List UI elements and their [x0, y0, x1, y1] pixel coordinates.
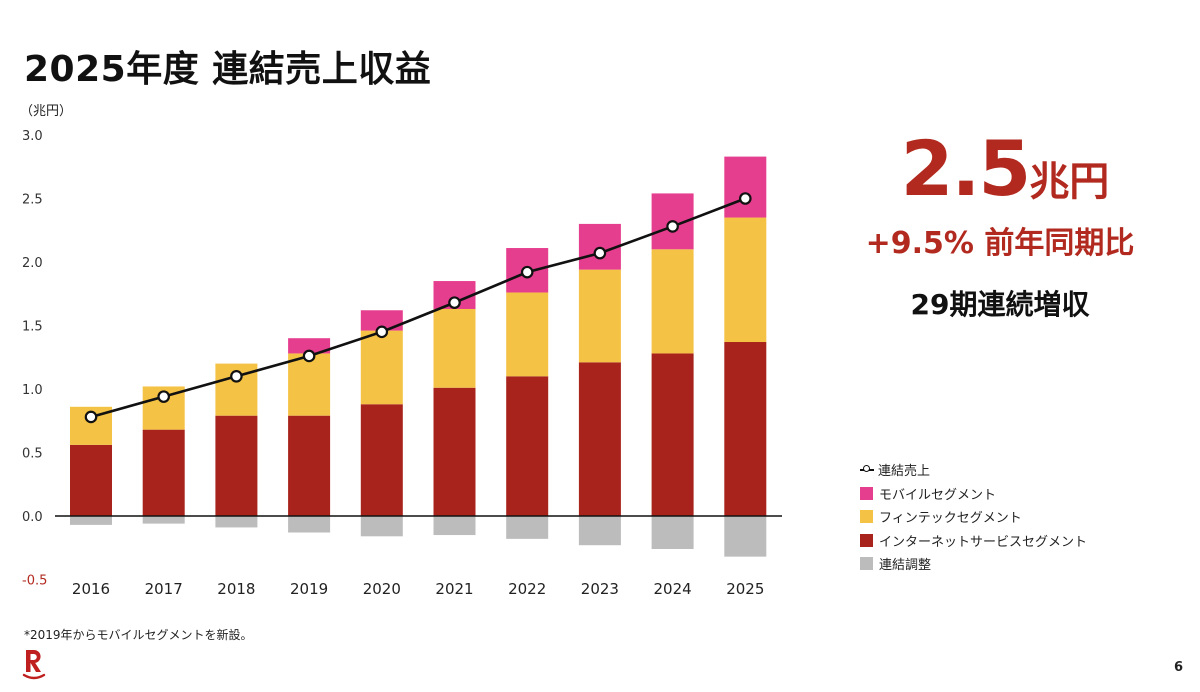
x-tick-label: 2016	[72, 580, 110, 598]
internet-swatch-icon	[860, 533, 873, 547]
kpi-streak: 29期連続増収	[910, 288, 1090, 321]
x-tick-label: 2019	[290, 580, 328, 598]
bar-internet	[288, 415, 331, 516]
x-tick-label: 2021	[435, 580, 473, 598]
y-tick-label: 3.0	[22, 129, 43, 144]
fintech-swatch-icon	[860, 510, 873, 524]
bar-internet	[724, 342, 767, 516]
bar-adjust	[70, 516, 112, 525]
x-tick-label: 2020	[363, 580, 401, 598]
x-tick-label: 2024	[654, 580, 692, 598]
revenue-point	[593, 246, 607, 260]
legend-item-fintech: フィンテックセグメント	[860, 505, 1087, 529]
rakuten-logo-icon	[22, 649, 46, 680]
bar-fintech	[433, 308, 476, 388]
footnote: *2019年からモバイルセグメントを新設。	[24, 628, 253, 642]
chart-legend: 連結売上 モバイルセグメント フィンテックセグメント インターネットサービスセグ…	[860, 458, 1087, 576]
y-tick-label: 2.0	[22, 256, 43, 271]
bar-adjust	[288, 516, 331, 533]
x-tick-label: 2017	[145, 580, 183, 598]
y-tick-label: 1.5	[22, 320, 43, 335]
bar-adjust	[651, 516, 694, 550]
page-title: 2025年度 連結売上収益	[24, 49, 432, 90]
y-tick-label: -0.5	[22, 574, 47, 589]
legend-item-mobile: モバイルセグメント	[860, 482, 1087, 506]
bar-adjust	[506, 516, 549, 539]
bar-internet	[70, 444, 112, 516]
line-marker-icon	[860, 463, 874, 476]
bar-internet	[215, 415, 258, 516]
bar-fintech	[288, 353, 331, 416]
bar-internet	[506, 376, 549, 516]
bar-mobile	[724, 156, 767, 218]
y-axis-unit: （兆円）	[20, 104, 73, 119]
y-tick-label: 0.0	[22, 510, 43, 525]
bar-adjust	[578, 516, 621, 546]
kpi-value: 2.5	[900, 124, 1032, 213]
revenue-point	[157, 390, 170, 403]
bar-adjust	[433, 516, 476, 536]
x-tick-label: 2022	[508, 580, 546, 598]
kpi-unit: 兆円	[1029, 159, 1110, 205]
page-number: 6	[1174, 660, 1184, 675]
bar-internet	[360, 404, 403, 516]
bar-internet	[142, 429, 185, 516]
revenue-point	[448, 296, 461, 309]
bar-adjust	[142, 516, 185, 524]
bar-adjust	[360, 516, 403, 537]
bar-fintech	[724, 217, 767, 343]
bar-adjust	[215, 516, 258, 528]
y-tick-label: 0.5	[22, 447, 43, 462]
legend-label-line: 連結売上	[878, 464, 931, 480]
bar-fintech	[506, 292, 549, 377]
x-tick-label: 2023	[581, 580, 619, 598]
revenue-point	[520, 265, 534, 279]
revenue-point	[84, 410, 98, 424]
revenue-point	[302, 349, 316, 363]
x-tick-label: 2018	[217, 580, 255, 598]
legend-label-mobile: モバイルセグメント	[879, 487, 997, 503]
bar-fintech	[651, 249, 694, 354]
bar-adjust	[724, 516, 767, 557]
bar-mobile	[288, 338, 331, 354]
bar-internet	[433, 387, 476, 516]
legend-item-line: 連結売上	[860, 458, 1087, 482]
kpi-revenue: 2.5兆円	[860, 124, 1150, 213]
x-tick-label: 2025	[726, 580, 764, 598]
legend-item-internet: インターネットサービスセグメント	[860, 529, 1087, 553]
y-tick-label: 1.0	[22, 383, 43, 398]
bar-fintech	[578, 269, 621, 363]
revenue-point	[375, 325, 389, 339]
mobile-swatch-icon	[860, 486, 873, 500]
adjust-swatch-icon	[860, 557, 873, 571]
legend-label-fintech: フィンテックセグメント	[879, 511, 1022, 527]
bar-fintech	[360, 330, 403, 405]
bar-mobile	[360, 310, 403, 331]
y-tick-label: 2.5	[22, 193, 43, 208]
bar-internet	[651, 353, 694, 516]
revenue-point	[230, 369, 243, 383]
legend-label-internet: インターネットサービスセグメント	[879, 534, 1088, 550]
legend-label-adjust: 連結調整	[879, 558, 932, 574]
kpi-growth: +9.5% 前年同期比	[865, 226, 1135, 261]
revenue-point	[738, 192, 752, 205]
revenue-line	[90, 197, 746, 419]
bar-internet	[578, 362, 621, 516]
legend-item-adjust: 連結調整	[860, 552, 1087, 576]
revenue-point	[666, 220, 679, 233]
